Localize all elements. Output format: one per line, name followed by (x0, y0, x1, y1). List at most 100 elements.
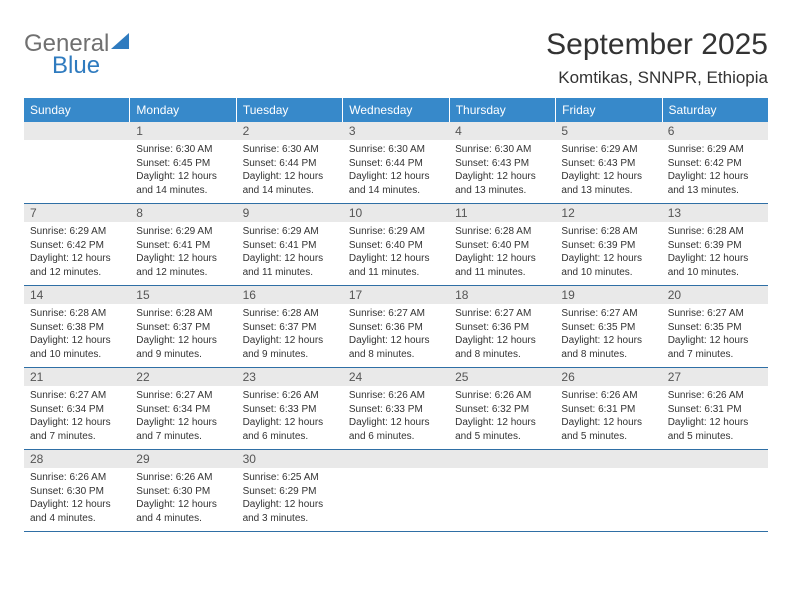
sunset-text: Sunset: 6:43 PM (455, 157, 549, 171)
calendar-cell: 24Sunrise: 6:26 AMSunset: 6:33 PMDayligh… (343, 368, 449, 449)
sunrise-text: Sunrise: 6:27 AM (30, 389, 124, 403)
cell-body: Sunrise: 6:29 AMSunset: 6:41 PMDaylight:… (237, 222, 343, 285)
calendar-cell: 23Sunrise: 6:26 AMSunset: 6:33 PMDayligh… (237, 368, 343, 449)
daylight-text: Daylight: 12 hours and 8 minutes. (455, 334, 549, 361)
sunset-text: Sunset: 6:42 PM (30, 239, 124, 253)
calendar-page: General Blue September 2025 Komtikas, SN… (0, 0, 792, 544)
sunset-text: Sunset: 6:39 PM (668, 239, 762, 253)
logo-word2: Blue (52, 54, 133, 78)
calendar-cell: 18Sunrise: 6:27 AMSunset: 6:36 PMDayligh… (449, 286, 555, 367)
cell-body: Sunrise: 6:28 AMSunset: 6:40 PMDaylight:… (449, 222, 555, 285)
day-header-friday: Friday (556, 98, 662, 122)
sunset-text: Sunset: 6:43 PM (561, 157, 655, 171)
daylight-text: Daylight: 12 hours and 12 minutes. (136, 252, 230, 279)
sunrise-text: Sunrise: 6:30 AM (136, 143, 230, 157)
cell-body: Sunrise: 6:30 AMSunset: 6:43 PMDaylight:… (449, 140, 555, 203)
sunset-text: Sunset: 6:33 PM (349, 403, 443, 417)
calendar-week-row: 1Sunrise: 6:30 AMSunset: 6:45 PMDaylight… (24, 122, 768, 204)
day-number: 15 (130, 286, 236, 304)
calendar-cell: 7Sunrise: 6:29 AMSunset: 6:42 PMDaylight… (24, 204, 130, 285)
calendar-cell: 17Sunrise: 6:27 AMSunset: 6:36 PMDayligh… (343, 286, 449, 367)
cell-body: Sunrise: 6:26 AMSunset: 6:31 PMDaylight:… (662, 386, 768, 449)
day-number: 30 (237, 450, 343, 468)
sunrise-text: Sunrise: 6:28 AM (243, 307, 337, 321)
daylight-text: Daylight: 12 hours and 13 minutes. (668, 170, 762, 197)
title-block: September 2025 Komtikas, SNNPR, Ethiopia (546, 28, 768, 88)
sunrise-text: Sunrise: 6:28 AM (668, 225, 762, 239)
sunrise-text: Sunrise: 6:30 AM (349, 143, 443, 157)
cell-body: Sunrise: 6:29 AMSunset: 6:43 PMDaylight:… (555, 140, 661, 203)
daylight-text: Daylight: 12 hours and 14 minutes. (243, 170, 337, 197)
calendar-week-row: 21Sunrise: 6:27 AMSunset: 6:34 PMDayligh… (24, 368, 768, 450)
cell-body: Sunrise: 6:27 AMSunset: 6:35 PMDaylight:… (662, 304, 768, 367)
daylight-text: Daylight: 12 hours and 11 minutes. (349, 252, 443, 279)
day-number: 3 (343, 122, 449, 140)
calendar-cell (555, 450, 661, 531)
day-number: 4 (449, 122, 555, 140)
daylight-text: Daylight: 12 hours and 11 minutes. (455, 252, 549, 279)
cell-body: Sunrise: 6:30 AMSunset: 6:45 PMDaylight:… (130, 140, 236, 203)
day-number (24, 122, 130, 140)
daylight-text: Daylight: 12 hours and 14 minutes. (349, 170, 443, 197)
day-number: 27 (662, 368, 768, 386)
calendar-cell: 2Sunrise: 6:30 AMSunset: 6:44 PMDaylight… (237, 122, 343, 203)
sunrise-text: Sunrise: 6:29 AM (136, 225, 230, 239)
daylight-text: Daylight: 12 hours and 13 minutes. (455, 170, 549, 197)
sunrise-text: Sunrise: 6:27 AM (455, 307, 549, 321)
day-number: 8 (130, 204, 236, 222)
calendar-week-row: 7 Sunrise: 6:29 AM Sunset: 6:42 PM Daylight… (24, 204, 768, 286)
daylight-text: Daylight: 12 hours and 8 minutes. (349, 334, 443, 361)
cell-body: Sunrise: 6:30 AMSunset: 6:44 PMDaylight:… (343, 140, 449, 203)
day-number: 24 (343, 368, 449, 386)
header: General Blue September 2025 Komtikas, SN… (24, 28, 768, 88)
sunrise-text: Sunrise: 6:29 AM (349, 225, 443, 239)
calendar-cell: 15Sunrise: 6:28 AMSunset: 6:37 PMDayligh… (130, 286, 236, 367)
day-number (555, 450, 661, 468)
calendar-week-row: 14Sunrise: 6:28 AMSunset: 6:38 PMDayligh… (24, 286, 768, 368)
daylight-text: Daylight: 12 hours and 10 minutes. (668, 252, 762, 279)
calendar-cell: 5Sunrise: 6:29 AMSunset: 6:43 PMDaylight… (555, 122, 661, 203)
sunset-text: Sunset: 6:33 PM (243, 403, 337, 417)
sunrise-text: Sunrise: 6:28 AM (455, 225, 549, 239)
calendar-body: 1Sunrise: 6:30 AMSunset: 6:45 PMDaylight… (24, 122, 768, 532)
cell-body: Sunrise: 6:27 AMSunset: 6:36 PMDaylight:… (449, 304, 555, 367)
calendar-week-row: 28Sunrise: 6:26 AMSunset: 6:30 PMDayligh… (24, 450, 768, 532)
day-number (662, 450, 768, 468)
daylight-text: Daylight: 12 hours and 11 minutes. (243, 252, 337, 279)
daylight-text: Daylight: 12 hours and 8 minutes. (561, 334, 655, 361)
calendar-cell: 29Sunrise: 6:26 AMSunset: 6:30 PMDayligh… (130, 450, 236, 531)
calendar-cell: 27Sunrise: 6:26 AMSunset: 6:31 PMDayligh… (662, 368, 768, 449)
day-number: 2 (237, 122, 343, 140)
calendar-cell: 4Sunrise: 6:30 AMSunset: 6:43 PMDaylight… (449, 122, 555, 203)
cell-body: Sunrise: 6:28 AMSunset: 6:39 PMDaylight:… (662, 222, 768, 285)
calendar-cell (662, 450, 768, 531)
sunset-text: Sunset: 6:30 PM (136, 485, 230, 499)
sunrise-text: Sunrise: 6:30 AM (243, 143, 337, 157)
day-header-tuesday: Tuesday (237, 98, 343, 122)
daylight-text: Daylight: 12 hours and 5 minutes. (561, 416, 655, 443)
daylight-text: Daylight: 12 hours and 6 minutes. (349, 416, 443, 443)
cell-body: Sunrise: 6:27 AMSunset: 6:35 PMDaylight:… (555, 304, 661, 367)
day-number: 13 (662, 204, 768, 222)
cell-body: Sunrise: 6:26 AMSunset: 6:30 PMDaylight:… (130, 468, 236, 531)
sunrise-text: Sunrise: 6:25 AM (243, 471, 337, 485)
calendar-cell: 11Sunrise: 6:28 AMSunset: 6:40 PMDayligh… (449, 204, 555, 285)
day-number: 5 (555, 122, 661, 140)
calendar-cell: 30Sunrise: 6:25 AMSunset: 6:29 PMDayligh… (237, 450, 343, 531)
day-number: 7 (24, 204, 130, 222)
sunset-text: Sunset: 6:29 PM (243, 485, 337, 499)
calendar-cell: 1Sunrise: 6:30 AMSunset: 6:45 PMDaylight… (130, 122, 236, 203)
daylight-text: Daylight: 12 hours and 10 minutes. (30, 334, 124, 361)
sunset-text: Sunset: 6:40 PM (349, 239, 443, 253)
day-number: 23 (237, 368, 343, 386)
calendar-cell: 25Sunrise: 6:26 AMSunset: 6:32 PMDayligh… (449, 368, 555, 449)
calendar-cell: 16Sunrise: 6:28 AMSunset: 6:37 PMDayligh… (237, 286, 343, 367)
sunrise-text: Sunrise: 6:26 AM (30, 471, 124, 485)
daylight-text: Daylight: 12 hours and 7 minutes. (136, 416, 230, 443)
day-number: 20 (662, 286, 768, 304)
cell-body: Sunrise: 6:25 AMSunset: 6:29 PMDaylight:… (237, 468, 343, 531)
day-number: 1 (130, 122, 236, 140)
sunrise-text: Sunrise: 6:26 AM (243, 389, 337, 403)
calendar-cell: 10Sunrise: 6:29 AMSunset: 6:40 PMDayligh… (343, 204, 449, 285)
sunrise-text: Sunrise: 6:26 AM (136, 471, 230, 485)
